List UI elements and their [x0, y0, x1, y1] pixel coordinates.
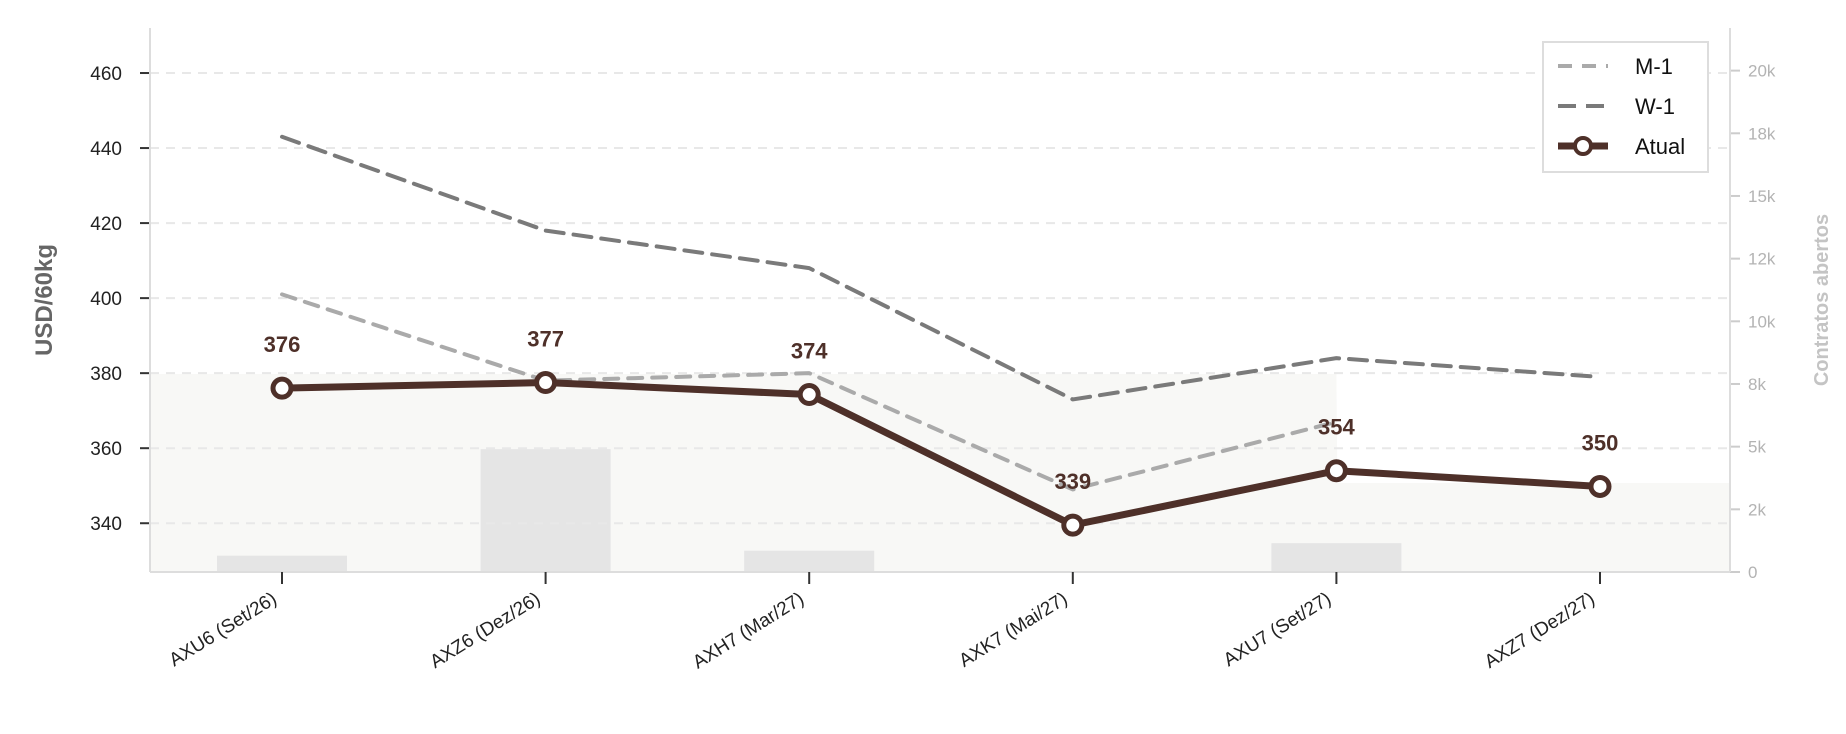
legend-label: Atual	[1635, 134, 1685, 159]
y-tick-label: 400	[90, 289, 122, 310]
y-tick-label: 380	[90, 364, 122, 385]
y2-tick-label: 15k	[1748, 187, 1776, 206]
y2-tick-label: 20k	[1748, 62, 1776, 81]
data-labels-layer: 376 377 374 339 354 350	[264, 327, 1619, 495]
open-interest-bar	[1271, 543, 1402, 572]
y2-tick-label: 18k	[1748, 124, 1776, 143]
series-point-atual	[1588, 474, 1612, 498]
series-line-m-1	[280, 292, 1339, 492]
x-tick-label: AXK7 (Mai/27)	[956, 588, 1072, 671]
series-point-atual	[534, 371, 558, 395]
y2-tick-label: 8k	[1748, 375, 1766, 394]
data-label: 377	[527, 327, 564, 352]
y-tick-label: 420	[90, 214, 122, 235]
series-point-atual	[270, 376, 294, 400]
series-point-atual	[797, 383, 821, 407]
legend-label: W-1	[1635, 94, 1675, 119]
data-label: 354	[1318, 415, 1355, 440]
y2-axis-title: Contratos abertos	[1811, 214, 1833, 386]
data-label: 374	[791, 339, 828, 364]
open-interest-bar	[217, 555, 347, 572]
series-point-atual	[1061, 513, 1085, 537]
x-tick-label: AXU7 (Set/27)	[1220, 588, 1335, 671]
y-tick-label: 460	[90, 64, 122, 85]
series-line-atual	[278, 379, 1604, 529]
open-interest-bars-layer	[217, 449, 1402, 572]
data-label: 376	[264, 332, 301, 357]
data-label: 339	[1054, 469, 1091, 494]
data-label: 350	[1582, 430, 1619, 455]
y-tick-label: 340	[90, 514, 122, 535]
x-tick-label: AXZ7 (Dez/27)	[1481, 588, 1599, 672]
x-tick-label: AXU6 (Set/26)	[166, 588, 281, 671]
open-interest-area	[150, 373, 1730, 572]
y2-tick-label: 12k	[1748, 250, 1776, 269]
open-interest-bar	[480, 449, 611, 572]
y2-tick-label: 0	[1748, 563, 1757, 582]
y-tick-label: 360	[90, 439, 122, 460]
x-tick-label: AXH7 (Mar/27)	[689, 588, 808, 673]
legend: M-1 W-1 Atual	[1542, 41, 1709, 173]
legend-marker	[1573, 136, 1593, 156]
y-axis-title: USD/60kg	[31, 244, 58, 356]
series-point-atual	[1324, 459, 1348, 483]
open-interest-bar	[744, 550, 875, 572]
legend-label: M-1	[1635, 54, 1673, 79]
series-line-w-1	[280, 134, 1602, 402]
y2-tick-label: 10k	[1748, 312, 1776, 331]
x-tick-label: AXZ6 (Dez/26)	[427, 588, 545, 672]
series-layer	[270, 134, 1612, 537]
grid-layer	[150, 72, 1730, 525]
y2-tick-label: 2k	[1748, 500, 1766, 519]
y-tick-label: 440	[90, 139, 122, 160]
open-interest-area-layer	[150, 373, 1730, 572]
y2-tick-label: 5k	[1748, 438, 1766, 457]
